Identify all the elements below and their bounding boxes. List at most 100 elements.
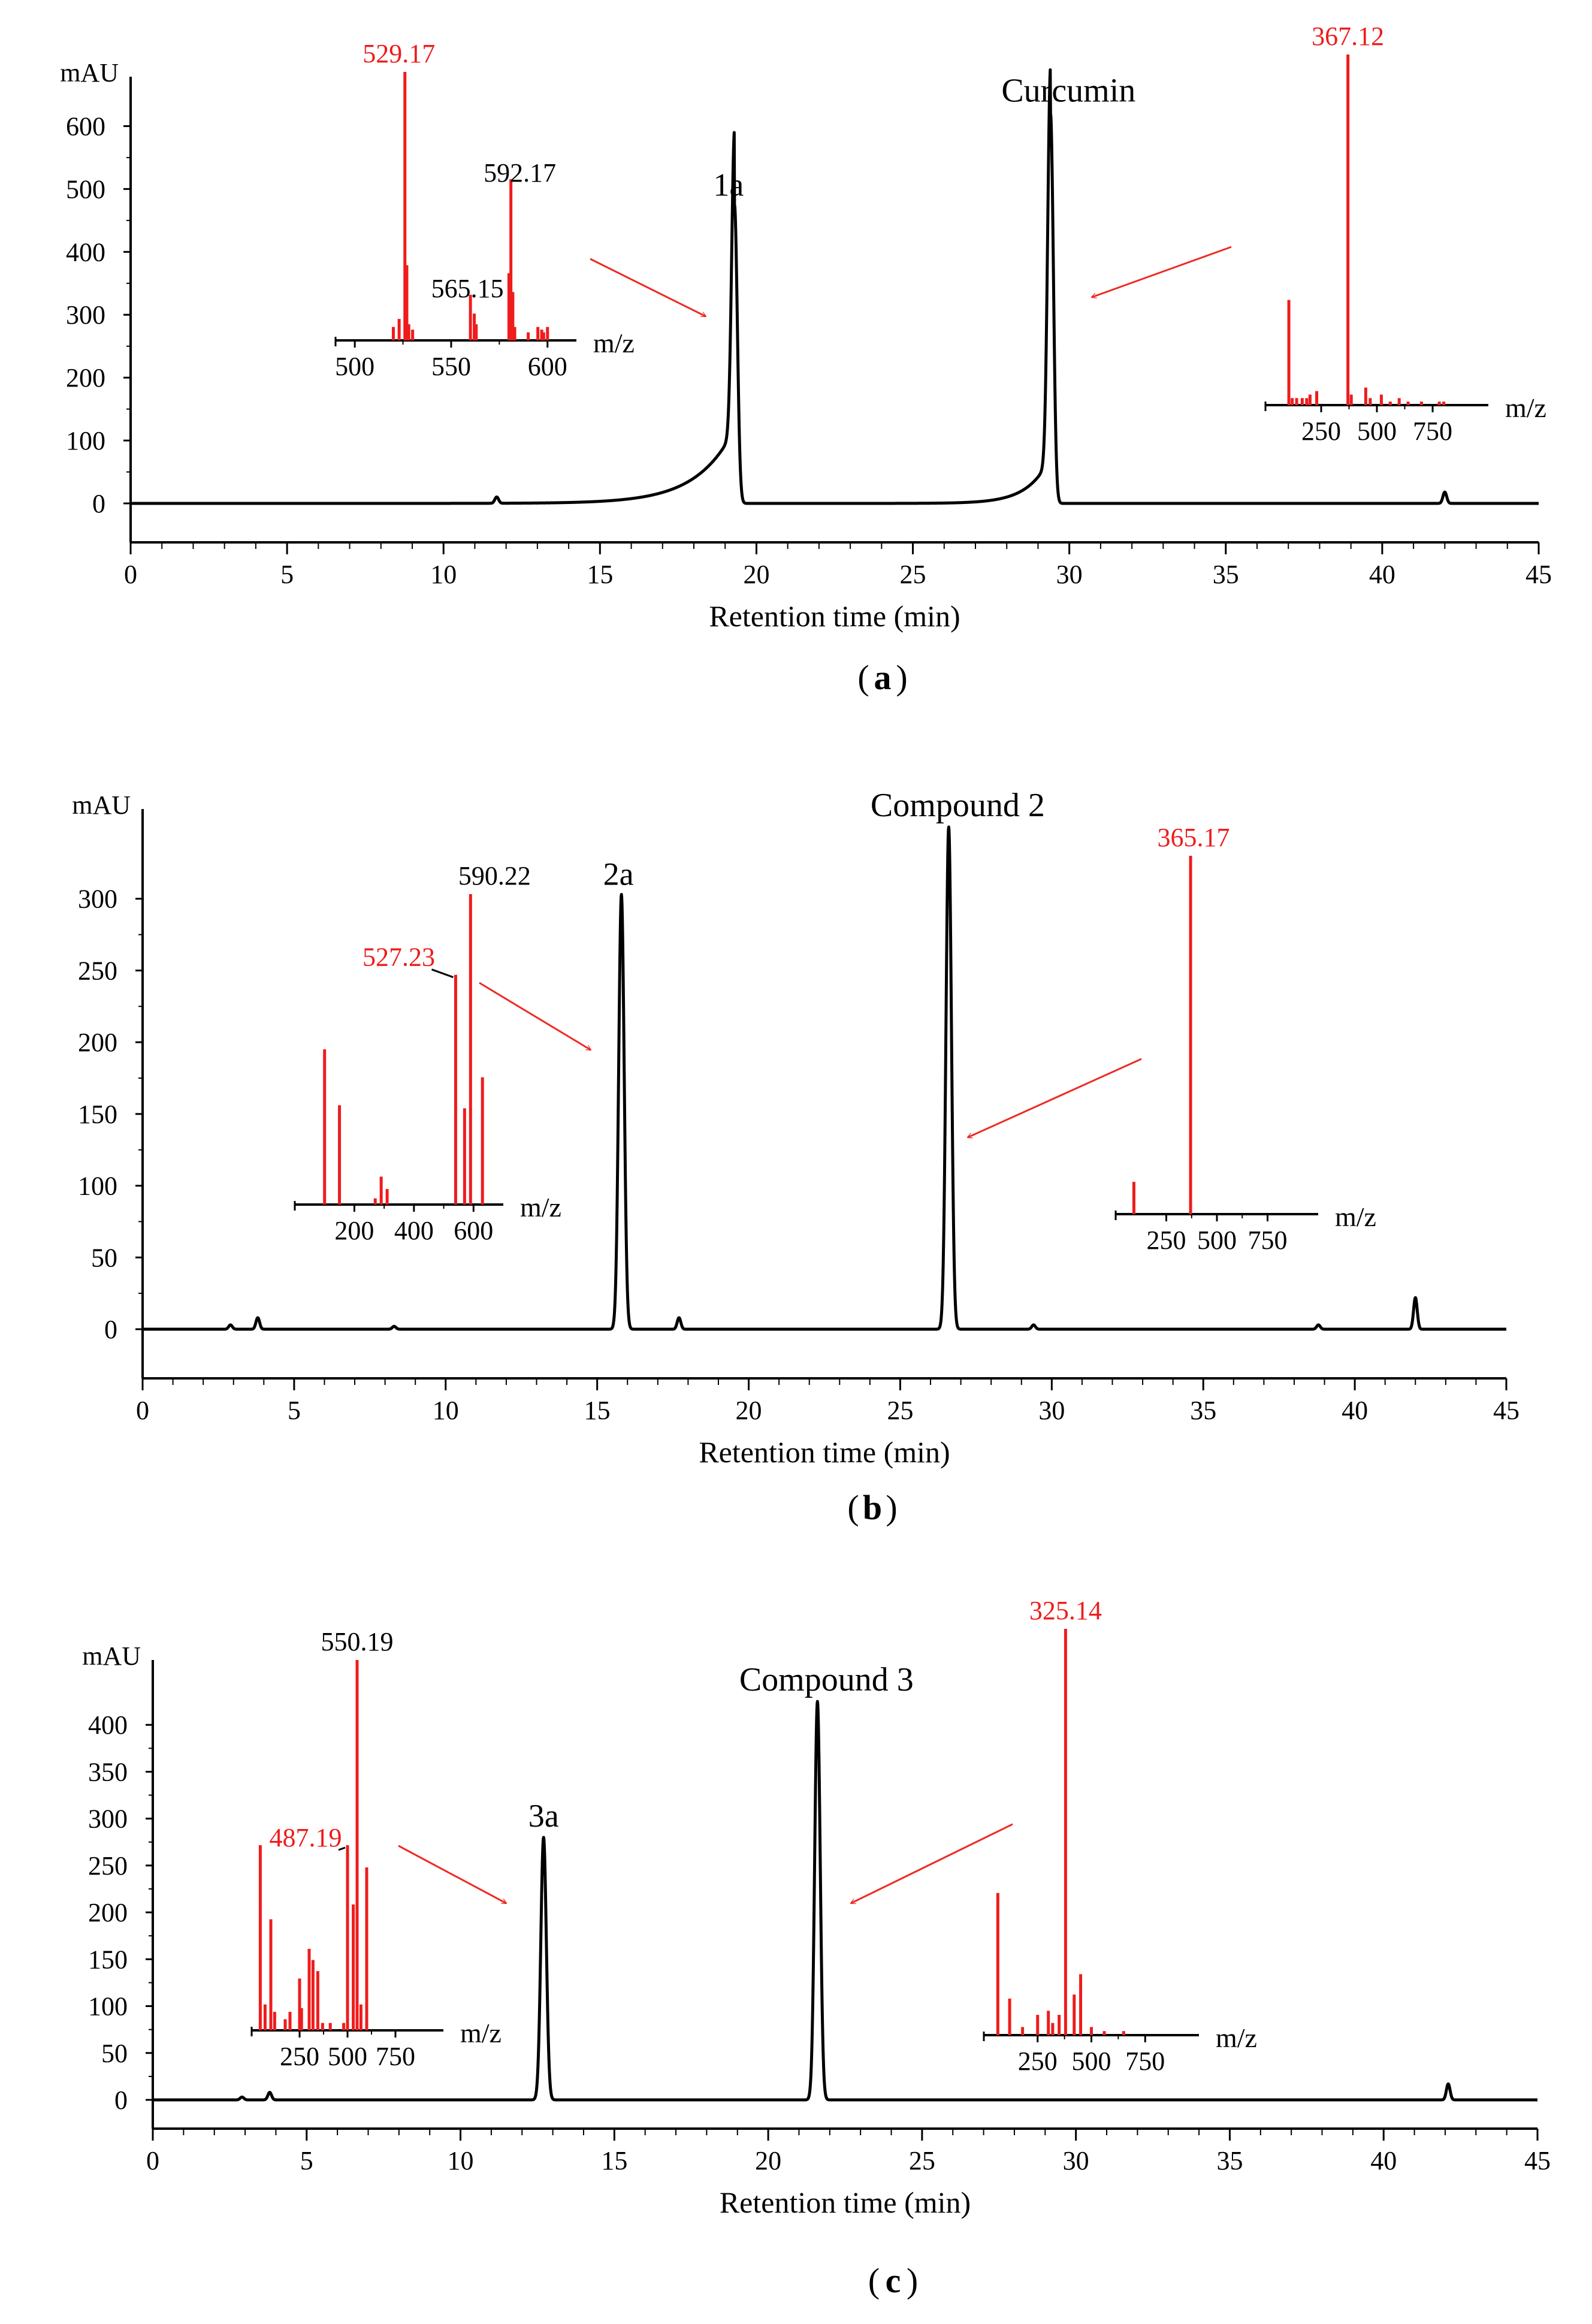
caption-paren: ): [886, 1488, 897, 1527]
ms-tick-label: 250: [1147, 1226, 1186, 1255]
x-tick-label: 30: [1038, 1396, 1065, 1425]
y-tick-label: 0: [114, 2085, 128, 2115]
ms-inset: 200 400 600 m/z 590.22 527.23: [294, 861, 561, 1245]
caption-label: a: [874, 658, 892, 697]
ms-tick-label: 600: [528, 352, 567, 381]
panel-b: mAU 0 50 100 150 200 250 300 0 5 10 15 20 25 30 35 40 45 R…: [72, 787, 1520, 1527]
x-tick-label: 15: [584, 1396, 611, 1425]
ms-tick-label: 500: [1357, 416, 1397, 446]
y-tick-label: 100: [78, 1172, 117, 1201]
ms-peak-label: 325.14: [1029, 1596, 1102, 1625]
ms-leader-line: [431, 968, 454, 979]
caption-label: b: [863, 1488, 882, 1527]
caption-paren: ): [907, 2261, 918, 2300]
ms-tick-label: 500: [1197, 1226, 1237, 1255]
x-tick-label: 5: [288, 1396, 301, 1425]
x-tick-label: 25: [909, 2146, 935, 2175]
ms-peak-label: 367.12: [1312, 22, 1384, 51]
ms-pointer-arrow: [590, 258, 706, 318]
x-tick-label: 40: [1342, 1396, 1368, 1425]
ms-tick-label: 750: [1125, 2047, 1165, 2076]
panel-caption: (a): [857, 658, 907, 697]
x-axis-title: Retention time (min): [720, 2186, 971, 2219]
y-tick-label: 50: [101, 2039, 128, 2068]
ms-inset: 500 550 600 m/z 529.17 565.15 592.17: [334, 39, 635, 381]
x-tick-label: 5: [280, 560, 294, 589]
panel-a: mAU 0 100 200 300 400 500 600 0 5 10 15 20 25 30 35 40 45…: [60, 22, 1552, 697]
x-tick-label: 10: [433, 1396, 459, 1425]
x-tick-label: 45: [1493, 1396, 1520, 1425]
y-tick-label: 500: [66, 174, 105, 204]
ms-tick-label: 250: [280, 2042, 319, 2071]
ms-axis-label: m/z: [1335, 1202, 1376, 1232]
y-tick-label: 300: [88, 1804, 128, 1834]
y-tick-label: 600: [66, 111, 105, 141]
ms-peak-label: 592.17: [484, 158, 556, 188]
ms-leader-line: [338, 1846, 346, 1851]
peak-label: Compound 2: [871, 787, 1045, 824]
ms-pointer-arrow: [479, 982, 591, 1051]
ms-peak-label: 365.17: [1158, 823, 1230, 852]
peak-label: 1a: [713, 167, 744, 203]
ms-tick-label: 550: [431, 352, 471, 381]
ms-pointer-arrow: [398, 1845, 506, 1905]
x-tick-label: 15: [587, 560, 613, 589]
ms-tick-label: 400: [394, 1216, 434, 1245]
y-tick-label: 300: [66, 300, 105, 330]
peak-label: 3a: [528, 1798, 559, 1834]
x-tick-label: 5: [300, 2146, 313, 2175]
ms-axis-label: m/z: [460, 2018, 502, 2048]
caption-label: c: [886, 2261, 901, 2300]
ms-inset: 250 500 750 m/z 550.19 487.19: [250, 1627, 502, 2071]
ms-tick-label: 500: [1072, 2047, 1111, 2076]
x-tick-label: 40: [1370, 2146, 1397, 2175]
y-tick-label: 0: [104, 1315, 117, 1344]
ms-axis-label: m/z: [1216, 2023, 1257, 2053]
y-tick-label: 150: [88, 1945, 128, 1974]
panel-c: mAU 0 50 100 150 200 250 300 350 400 0 5 10 15 20 25 30 3…: [82, 1596, 1551, 2300]
caption-paren: (: [868, 2261, 880, 2300]
y-tick-label: 350: [88, 1757, 128, 1786]
x-tick-label: 45: [1525, 560, 1552, 589]
x-tick-label: 10: [430, 560, 457, 589]
x-tick-label: 25: [900, 560, 926, 589]
x-axis-title: Retention time (min): [709, 599, 960, 633]
x-tick-label: 40: [1369, 560, 1395, 589]
x-tick-label: 30: [1056, 560, 1083, 589]
y-tick-label: 200: [88, 1898, 128, 1927]
ms-tick-label: 500: [335, 352, 374, 381]
ms-peak-label: 550.19: [321, 1627, 394, 1656]
ms-tick-label: 250: [1018, 2047, 1058, 2076]
x-tick-label: 25: [887, 1396, 913, 1425]
peak-label: Compound 3: [739, 1661, 914, 1698]
y-tick-label: 400: [66, 237, 105, 267]
ms-peak-label: 529.17: [362, 39, 435, 68]
x-tick-label: 0: [146, 2146, 159, 2175]
ms-peak-label: 487.19: [270, 1823, 342, 1852]
y-tick-label: 100: [66, 426, 105, 455]
y-axis-label: mAU: [72, 790, 131, 820]
y-tick-label: 300: [78, 885, 117, 914]
ms-pointer-arrow: [968, 1058, 1142, 1137]
ms-axis-label: m/z: [593, 328, 635, 358]
x-tick-label: 20: [736, 1396, 762, 1425]
y-axis-label: mAU: [82, 1641, 141, 1671]
y-tick-label: 250: [88, 1851, 128, 1881]
ms-peak-label: 527.23: [362, 943, 435, 972]
x-axis-title: Retention time (min): [699, 1435, 950, 1469]
x-tick-label: 20: [743, 560, 769, 589]
x-tick-label: 0: [136, 1396, 149, 1425]
y-tick-label: 50: [91, 1243, 117, 1272]
ms-pointer-arrow: [851, 1823, 1013, 1905]
ms-peak-label: 565.15: [431, 274, 504, 303]
x-tick-label: 35: [1213, 560, 1239, 589]
caption-paren: (: [847, 1488, 859, 1527]
peak-label: 2a: [603, 856, 634, 892]
chromatogram-trace: [152, 1700, 1539, 2102]
panel-caption: (b): [847, 1488, 897, 1527]
x-tick-label: 15: [601, 2146, 627, 2175]
ms-inset: 250 500 750 m/z 325.14: [983, 1596, 1257, 2076]
panel-caption: (c): [868, 2261, 918, 2300]
